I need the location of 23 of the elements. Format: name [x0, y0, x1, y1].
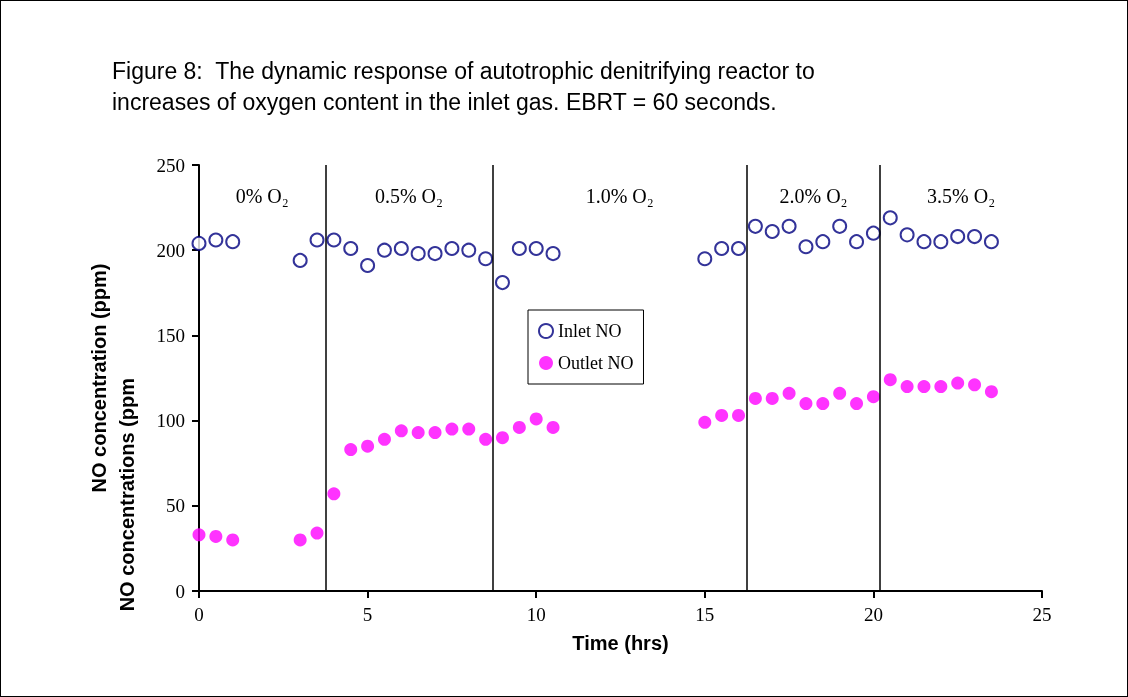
x-tick-label: 10	[526, 604, 546, 625]
annotation: 3.5% O₂	[927, 185, 996, 207]
chart-title: Figure 8: The dynamic response of autotrophic denitrifying reactor to increases of oxygen content in the inlet gas. EBRT = 60 seconds.	[112, 57, 815, 115]
x-tick-label: 5	[362, 604, 373, 625]
y-axis-title: NO concentration (ppm)	[88, 263, 110, 493]
annotation: 0.5% O₂	[374, 185, 443, 207]
x-tick-label: 0	[194, 604, 204, 625]
y-tick-label: 200	[156, 239, 185, 261]
x-tick-label: 15	[695, 604, 715, 625]
y-tick-label: 250	[156, 154, 185, 176]
y-tick-label: 50	[166, 495, 185, 517]
annotation: 0% O₂	[235, 185, 289, 207]
legend-label: Inlet NO	[558, 321, 622, 341]
annotation: 2.0% O₂	[779, 185, 848, 207]
text: NO concentrations (ppm	[116, 377, 138, 612]
annotation: 1.0% O₂	[585, 185, 654, 207]
x-tick-label: 25	[1032, 604, 1052, 625]
legend-label: Outlet NO	[558, 353, 634, 373]
y-tick-label: 150	[156, 324, 185, 346]
y-tick-label: 0	[175, 580, 185, 602]
y-tick-label: 100	[156, 410, 185, 432]
x-tick-label: 20	[863, 604, 883, 625]
x-axis-title: Time (hrs)	[572, 632, 669, 654]
